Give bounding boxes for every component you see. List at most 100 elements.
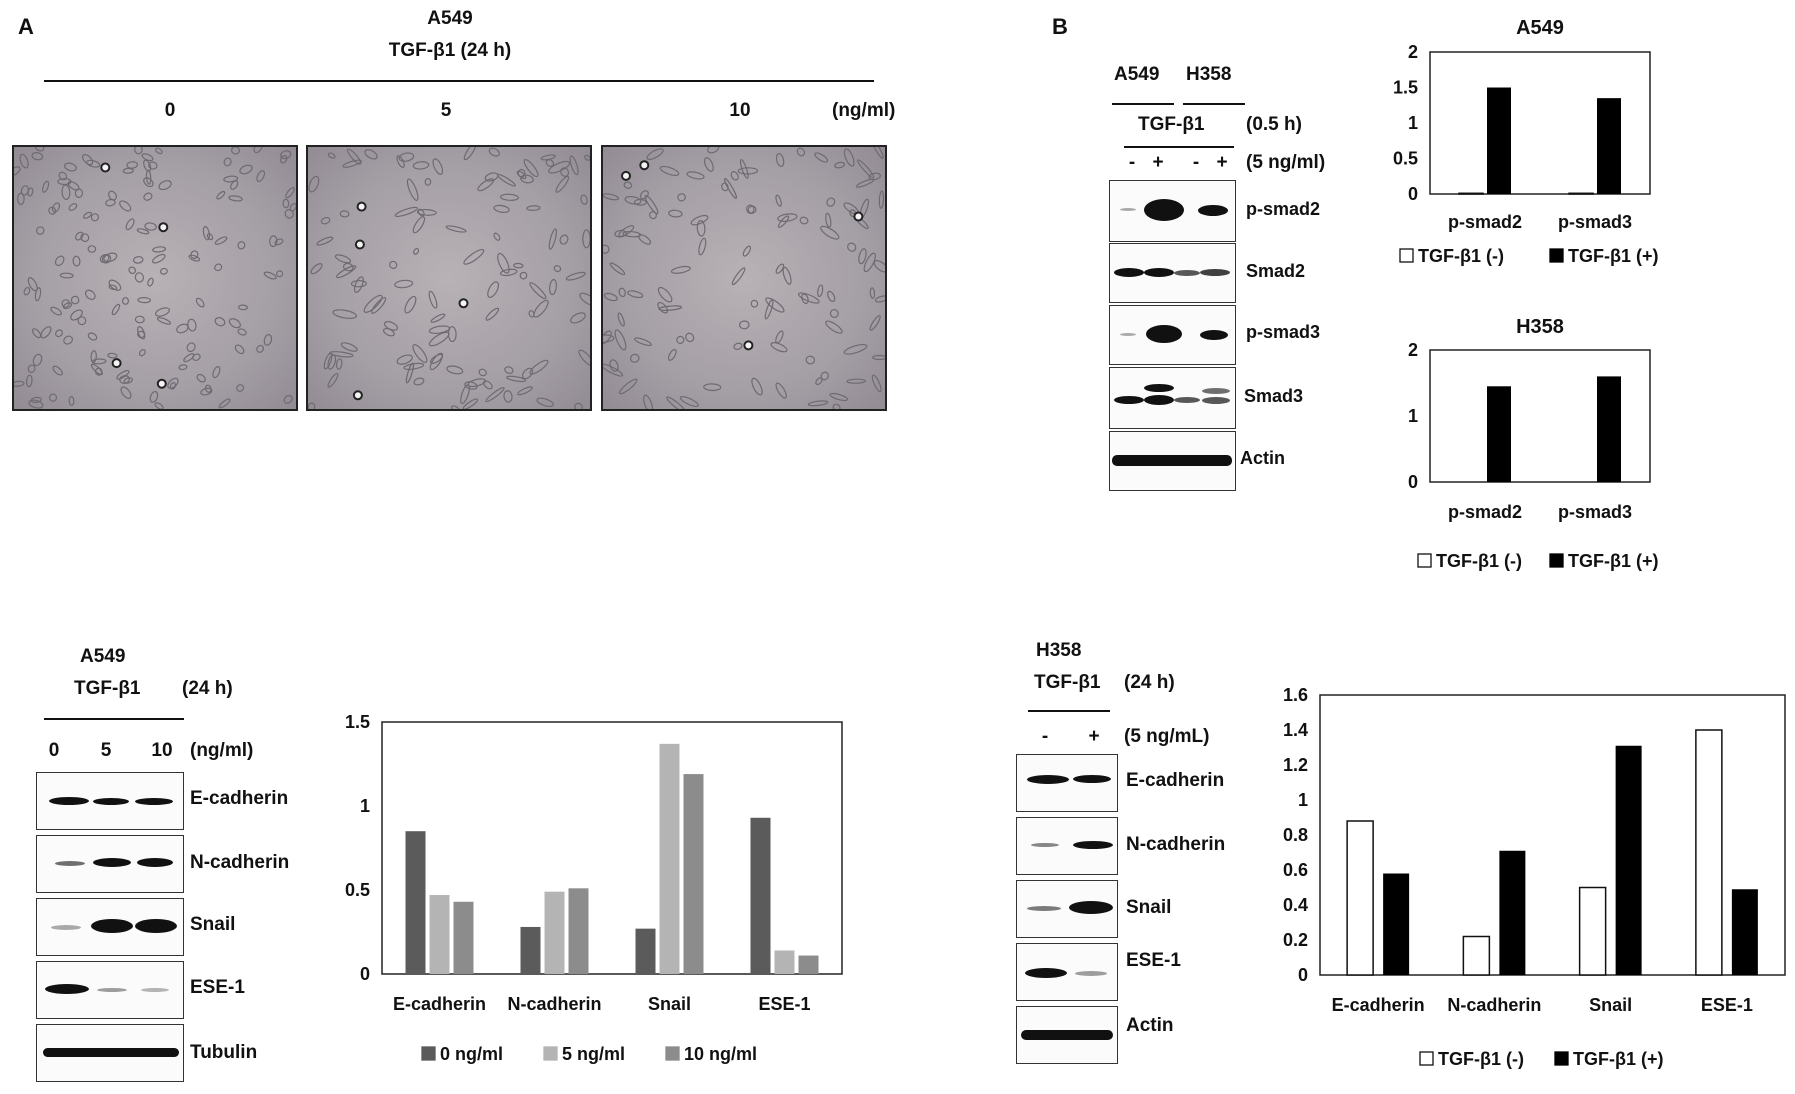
floating-cell: [458, 298, 469, 309]
cell-outline: [869, 315, 881, 331]
bar-p-smad3-s1: [1597, 98, 1621, 194]
cell-outline: [737, 167, 759, 175]
cell-outline: [523, 159, 539, 178]
cell-outline: [206, 233, 214, 241]
cell-outline: [496, 173, 516, 187]
cell-outline: [858, 248, 867, 265]
cell-outline: [874, 295, 885, 303]
cell-outline: [234, 344, 245, 355]
cell-outline: [70, 309, 83, 321]
cell-outline: [750, 299, 759, 308]
blot-d-label-ese-1: ESE-1: [1126, 950, 1181, 971]
cell-outline: [144, 222, 157, 231]
band: [1025, 968, 1067, 978]
cell-outline: [34, 147, 45, 152]
bar-ese-1-s2: [798, 955, 819, 974]
cell-outline: [487, 281, 500, 298]
cell-outline: [820, 225, 840, 240]
cell-outline: [603, 193, 620, 201]
blot-c-ese-1: [36, 961, 184, 1019]
cell-outline: [618, 378, 638, 395]
cell-outline: [667, 348, 677, 361]
cell-outline: [603, 363, 624, 377]
sign-4: +: [1216, 152, 1228, 173]
cell-outline: [342, 159, 362, 168]
cell-outline: [412, 344, 428, 363]
cell-outline: [34, 287, 42, 302]
cell-outline: [405, 362, 415, 384]
cell-outline: [263, 334, 273, 346]
band: [1073, 775, 1111, 783]
panel-a-treatment: TGF-β1 (24 h): [388, 40, 512, 61]
cell-outline: [346, 148, 362, 165]
blot-c-bracket: [44, 718, 184, 720]
cell-outline: [739, 320, 750, 330]
bar-snail-s1: [659, 743, 680, 974]
floating-cell: [639, 160, 650, 171]
x-tick-label: Snail: [648, 994, 691, 1014]
band: [93, 858, 131, 867]
band: [97, 988, 127, 992]
blot-c-label-ese-1: ESE-1: [190, 977, 245, 998]
cell-outline: [871, 374, 882, 393]
blot-d-label-snail: Snail: [1126, 897, 1172, 918]
cell-outline: [777, 213, 798, 222]
cell-outline: [25, 374, 33, 388]
blot-c-label-snail: Snail: [190, 914, 236, 935]
cell-outline: [94, 367, 103, 376]
legend-label: TGF-β1 (+): [1573, 1049, 1663, 1069]
cell-outline: [87, 332, 98, 341]
band: [135, 919, 177, 933]
cell-outline: [48, 206, 57, 215]
blot-c-n-cadherin: [36, 835, 184, 893]
cell-outline: [520, 174, 534, 184]
bar-snail-s0: [1578, 886, 1607, 976]
cell-outline: [155, 147, 163, 155]
cell-outline: [488, 147, 500, 157]
panel-a-dose-10: 10: [729, 100, 751, 121]
cell-outline: [183, 353, 195, 363]
cell-outline: [412, 161, 430, 170]
cell-outline: [126, 161, 139, 169]
band: [51, 925, 81, 930]
legend-swatch: [543, 1046, 558, 1061]
cell-outline: [643, 394, 654, 409]
cell-outline: [125, 218, 135, 231]
bar-snail-s0: [635, 928, 656, 974]
cell-outline: [565, 271, 586, 281]
cell-outline: [394, 206, 418, 218]
cell-outline: [68, 203, 78, 211]
cell-outline: [141, 153, 154, 162]
cell-outline: [829, 392, 849, 402]
x-tick-label: p-smad2: [1448, 212, 1522, 232]
band: [1031, 843, 1059, 847]
cell-outline: [847, 242, 857, 252]
cell-outline: [723, 177, 738, 199]
floating-cell: [100, 162, 111, 173]
cell-outline: [120, 386, 132, 400]
x-tick-label: E-cadherin: [393, 994, 486, 1014]
cell-outline: [801, 293, 809, 305]
cell-outline: [340, 342, 358, 352]
band: [1120, 208, 1136, 211]
cell-outline: [464, 381, 478, 390]
y-tick-label: 0: [1298, 965, 1308, 985]
cell-outline: [746, 204, 755, 214]
cell-outline: [156, 317, 172, 325]
cell-outline: [202, 226, 211, 241]
floating-cell: [156, 378, 167, 389]
cell-outline: [59, 272, 74, 279]
cell-outline: [517, 386, 533, 396]
legend-swatch: [665, 1046, 680, 1061]
cell-outline: [188, 254, 201, 262]
cell-outline: [513, 262, 524, 269]
cell-outline: [132, 256, 144, 264]
blot-c-dose-5: 5: [100, 740, 112, 761]
bar-p-smad3-s0: [1568, 192, 1594, 195]
blot-c-treatment: TGF-β1: [74, 678, 141, 699]
micrograph-0-ng: [12, 145, 298, 411]
cell-outline: [807, 400, 829, 407]
cell-outline: [134, 272, 145, 283]
cell-outline: [99, 254, 110, 263]
legend-label: TGF-β1 (+): [1568, 551, 1658, 571]
